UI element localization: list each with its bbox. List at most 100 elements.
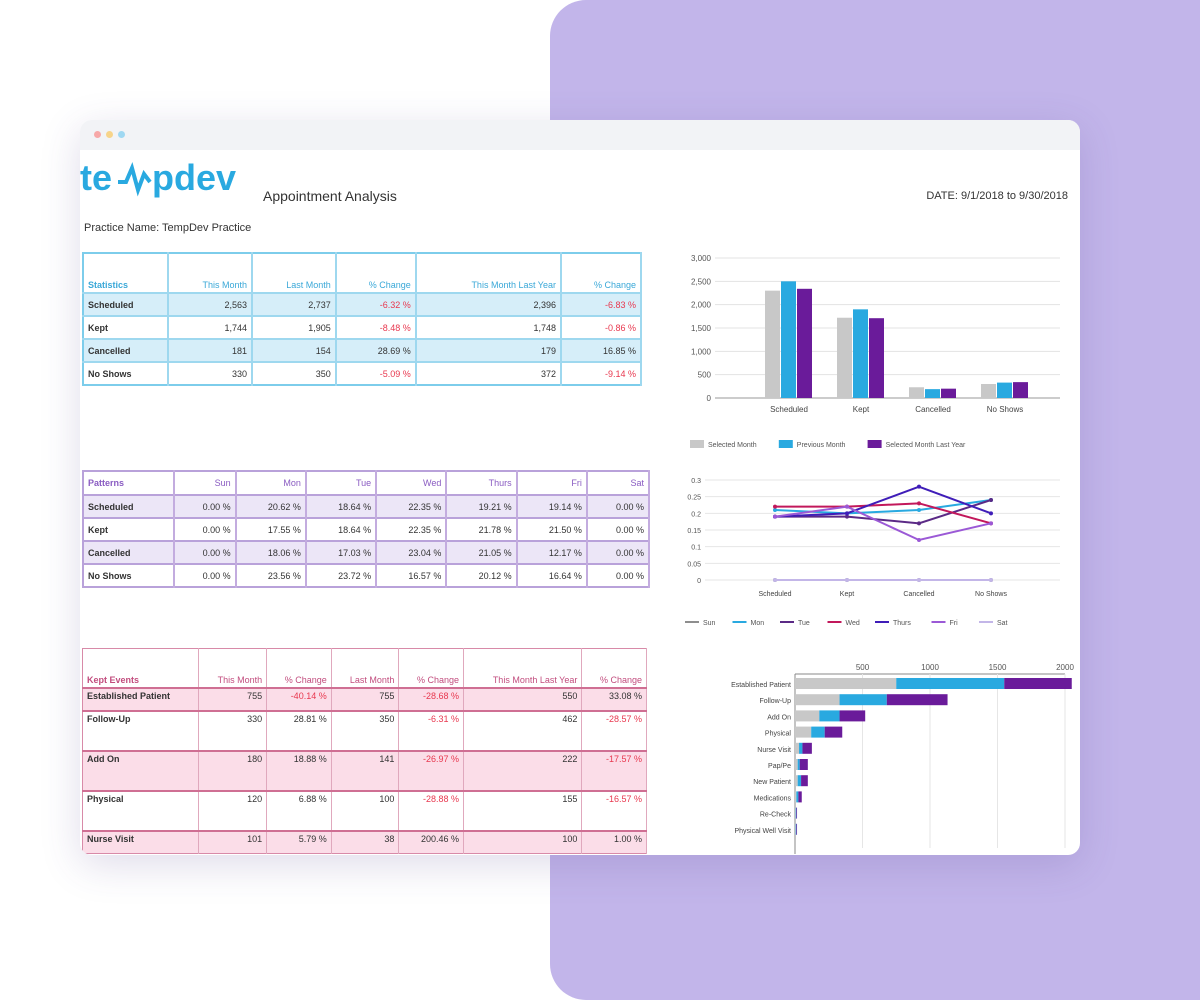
stats-header-0: Statistics xyxy=(83,253,170,293)
series-point xyxy=(989,521,993,526)
y-tick-label: 0 xyxy=(707,394,712,403)
stacked-bar xyxy=(795,742,800,754)
series-point xyxy=(845,504,849,509)
stats-row: Scheduled 2,563 2,737 -6.32 % 2,396 -6.83 % xyxy=(83,292,642,316)
patterns-row-label: No Shows xyxy=(83,563,175,587)
stacked-bar xyxy=(802,742,812,754)
patterns-header-5: Thurs xyxy=(446,471,518,495)
bar xyxy=(909,387,924,398)
x-tick-label: No Shows xyxy=(987,405,1023,414)
events-cell: 462 xyxy=(463,710,583,751)
events-header-0: Kept Events xyxy=(82,648,200,688)
events-cell: -28.57 % xyxy=(581,710,647,751)
events-header-3: Last Month xyxy=(331,648,400,688)
stats-cell: 181 xyxy=(168,338,254,362)
practice-name: Practice Name: TempDev Practice xyxy=(84,222,252,234)
events-cell: 155 xyxy=(463,790,583,831)
events-cell: -17.57 % xyxy=(581,750,647,791)
patterns-header-2: Mon xyxy=(235,471,307,495)
series-point xyxy=(917,578,921,582)
date-range: DATE: 9/1/2018 to 9/30/2018 xyxy=(926,190,1068,202)
weekday-pattern-line-chart: 0 0.05 0.1 0.15 0.2 0.25 0.3 Scheduled Kept Cance… xyxy=(685,478,1060,627)
patterns-cell: 16.64 % xyxy=(516,563,588,587)
stacked-bar xyxy=(795,694,840,706)
stats-cell: 2,737 xyxy=(252,292,337,316)
x-tick-label: 2000 xyxy=(1056,663,1074,672)
legend-label: Wed xyxy=(846,620,860,627)
patterns-cell: 0.00 % xyxy=(586,563,651,587)
series-point xyxy=(773,504,777,509)
minimize-dot-icon[interactable] xyxy=(106,131,113,138)
stats-cell: 330 xyxy=(168,361,254,385)
y-tick-label: 0.1 xyxy=(691,545,701,552)
legend-label: Sat xyxy=(997,620,1008,627)
events-cell: -28.68 % xyxy=(398,687,464,711)
y-tick-label: 0.3 xyxy=(691,478,701,485)
stats-cell: 350 xyxy=(252,361,337,385)
patterns-row: Cancelled 0.00 % 18.06 % 17.03 % 23.04 % 21.0… xyxy=(83,540,651,564)
x-tick-label: Kept xyxy=(853,405,870,414)
patterns-row: No Shows 0.00 % 23.56 % 23.72 % 16.57 % 20.12… xyxy=(83,563,651,587)
patterns-header-1: Sun xyxy=(173,471,237,495)
patterns-cell: 0.00 % xyxy=(586,540,651,564)
y-tick-label: 0.25 xyxy=(687,495,701,502)
appointments-bar-chart: 0 500 1,000 1,500 2,000 2,500 3,000 Scheduled Ke… xyxy=(690,254,1060,449)
stacked-bar xyxy=(886,694,948,706)
series-line xyxy=(774,485,992,518)
events-cell: 330 xyxy=(198,710,268,751)
stacked-bar xyxy=(795,807,797,819)
patterns-header-6: Fri xyxy=(516,471,588,495)
stats-cell: 2,396 xyxy=(415,292,563,316)
y-tick-label: 1,500 xyxy=(691,324,712,333)
events-cell: 350 xyxy=(331,710,400,751)
events-row-label: Nurse Visit xyxy=(82,830,200,854)
patterns-cell: 18.06 % xyxy=(235,540,307,564)
events-cell: 180 xyxy=(198,750,268,791)
x-tick-label: Cancelled xyxy=(903,591,934,598)
events-row-label: Physical xyxy=(82,790,200,831)
maximize-dot-icon[interactable] xyxy=(118,131,125,138)
stats-cell: -5.09 % xyxy=(335,361,417,385)
stacked-bar xyxy=(795,823,796,835)
y-tick-label: Re-Check xyxy=(760,812,792,819)
stats-cell: 1,905 xyxy=(252,315,337,339)
stats-cell: -6.32 % xyxy=(335,292,417,316)
stacked-bar xyxy=(796,791,799,803)
events-cell: 755 xyxy=(331,687,400,711)
stats-header-3: % Change xyxy=(335,253,417,293)
stacked-bar xyxy=(839,694,887,706)
stats-cell: -0.86 % xyxy=(561,315,642,339)
y-tick-label: Established Patient xyxy=(731,682,791,689)
events-cell: 101 xyxy=(198,830,268,854)
bar xyxy=(765,290,780,398)
patterns-cell: 0.00 % xyxy=(173,563,237,587)
stacked-bar xyxy=(795,791,797,803)
series-point xyxy=(845,514,849,519)
close-dot-icon[interactable] xyxy=(94,131,101,138)
events-row: Add On 180 18.88 % 141 -26.97 % 222 -17.57 % xyxy=(82,750,647,791)
stats-cell: 1,744 xyxy=(168,315,254,339)
y-tick-label: 3,000 xyxy=(691,254,712,263)
patterns-cell: 0.00 % xyxy=(586,494,651,518)
y-tick-label: 2,000 xyxy=(691,301,712,310)
stacked-bar xyxy=(824,726,843,738)
events-cell: 141 xyxy=(331,750,400,791)
y-tick-label: 0 xyxy=(697,578,701,585)
teampdev-logo: te pdev xyxy=(80,150,260,210)
legend-label: Selected Month xyxy=(708,442,757,449)
bar xyxy=(941,388,956,398)
bar xyxy=(925,389,940,398)
y-tick-label: Nurse Visit xyxy=(757,747,791,754)
statistics-table: Statistics This Month Last Month% Change Th… xyxy=(82,252,642,386)
window-titlebar xyxy=(80,120,1080,150)
stacked-bar xyxy=(795,823,797,835)
events-header-6: % Change xyxy=(581,648,647,688)
stacked-bar xyxy=(795,807,796,819)
stacked-bar xyxy=(798,791,802,803)
x-tick-label: No Shows xyxy=(975,591,1007,598)
stacked-bar xyxy=(795,775,798,787)
stats-cell: -8.48 % xyxy=(335,315,417,339)
events-cell: 6.88 % xyxy=(266,790,332,831)
stats-cell: -6.83 % xyxy=(561,292,642,316)
stacked-bar xyxy=(1004,678,1072,689)
